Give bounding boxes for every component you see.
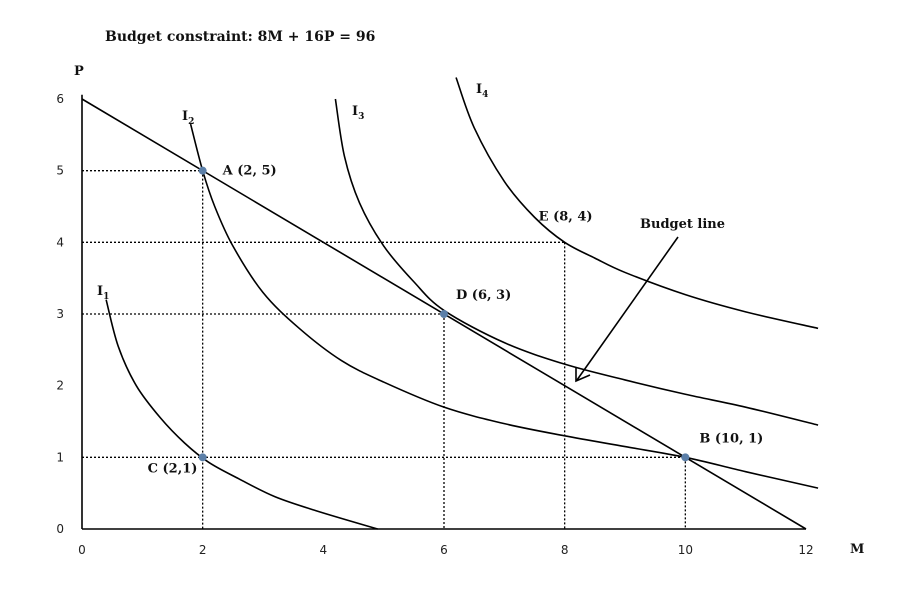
indifference-curve-4: [455, 77, 819, 330]
x-tick-label: 12: [798, 543, 813, 557]
x-axis-label: M: [850, 542, 864, 557]
budget-line-annotation: Budget line: [640, 217, 725, 232]
data-point: [198, 453, 207, 462]
point-label: E (8, 4): [539, 209, 593, 224]
y-tick-label: 1: [56, 450, 64, 464]
indifference-curve-3: [334, 98, 819, 426]
indifference-curve-label: I3: [352, 104, 364, 122]
point-label: A (2, 5): [222, 164, 277, 179]
x-tick-label: 8: [561, 543, 569, 557]
point-label: B (10, 1): [699, 431, 763, 446]
data-point: [681, 453, 690, 462]
x-tick-label: 0: [78, 543, 86, 557]
axes: [81, 94, 806, 530]
y-tick-label: 0: [56, 522, 64, 536]
points: [198, 166, 690, 462]
indifference-curve-1: [105, 299, 378, 530]
x-tick-label: 2: [199, 543, 207, 557]
annotation-arrow-shaft: [576, 236, 679, 381]
y-tick-label: 6: [56, 92, 64, 106]
indifference-curve-label: I2: [182, 109, 194, 127]
indifference-curve-label: I1: [97, 284, 109, 302]
indifference-curve-label: I4: [476, 82, 488, 100]
annotation-arrow-head: [575, 367, 591, 383]
y-tick-label: 2: [56, 379, 64, 393]
y-tick-label: 4: [56, 235, 64, 249]
chart-title: Budget constraint: 8M + 16P = 96: [105, 29, 375, 45]
data-point: [198, 166, 207, 175]
point-label: C (2,1): [148, 461, 198, 476]
x-tick-label: 4: [320, 543, 328, 557]
y-axis-label: P: [74, 64, 84, 79]
x-tick-label: 6: [440, 543, 448, 557]
y-tick-label: 3: [56, 307, 64, 321]
x-tick-label: 10: [678, 543, 693, 557]
point-label: D (6, 3): [456, 288, 511, 303]
y-tick-label: 5: [56, 164, 64, 178]
indifference-curve-2: [189, 123, 819, 489]
labels: A (2, 5) B (10, 1) C (2,1) D (6, 3) E (8, 4)…: [97, 82, 763, 476]
data-point: [440, 310, 448, 318]
